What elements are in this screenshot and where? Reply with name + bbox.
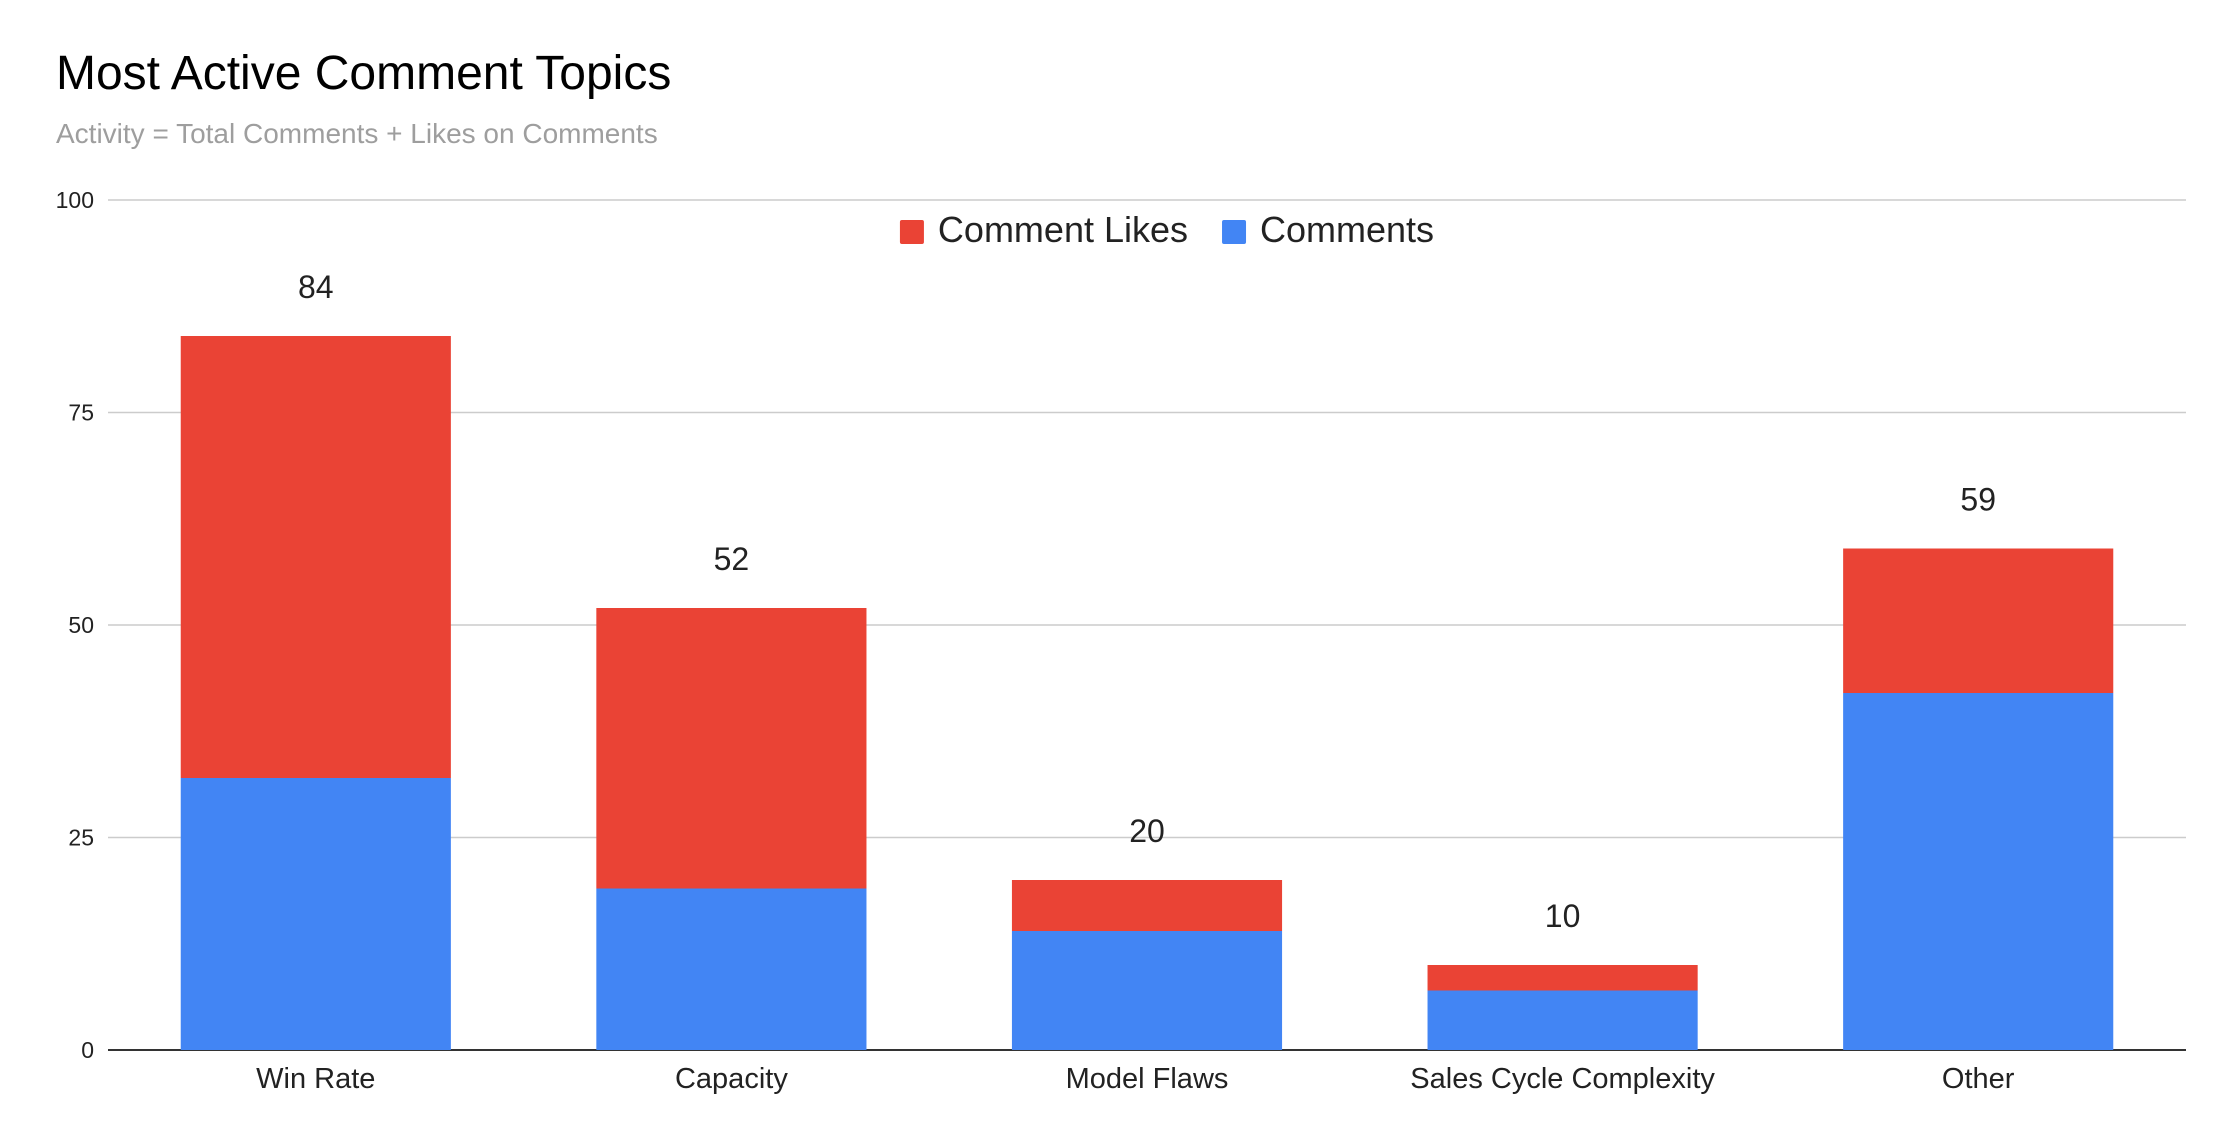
bar-comment-likes [1843,548,2114,693]
legend-swatch [899,220,924,244]
bars-layer [180,336,2114,1050]
labels-layer: 0 25 50 75 100 84 Win Rate 52 Capacity 20 Model Fl… [56,187,2015,1095]
total-data-label: 59 [1960,482,1996,518]
bar-comments [1011,931,1283,1050]
y-tick-label: 100 [56,187,94,213]
bar-comment-likes [1011,880,1283,931]
x-tick-label: Other [1942,1063,2015,1095]
legend-swatch [1222,220,1247,244]
legend-label: Comments [1260,209,1434,250]
x-tick-label: Capacity [675,1063,788,1095]
chart-title: Most Active Comment Topics [56,47,672,100]
y-tick-label: 50 [68,612,94,638]
bar-comment-likes [596,608,867,889]
bar-comments [1427,990,1698,1050]
bar-comment-likes [1427,965,1698,991]
bar-comment-likes [180,336,451,778]
total-data-label: 20 [1129,813,1165,849]
y-tick-label: 0 [81,1037,94,1063]
y-tick-label: 25 [68,825,94,851]
grid-layer [108,199,2186,1051]
total-data-label: 10 [1545,898,1581,934]
chart-subtitle: Activity = Total Comments + Likes on Com… [56,118,658,149]
total-data-label: 84 [298,269,334,305]
bar-comments [1843,693,2114,1050]
x-tick-label: Model Flaws [1066,1063,1229,1095]
y-tick-label: 75 [68,400,94,426]
x-tick-label: Sales Cycle Complexity [1410,1063,1715,1095]
legend-label: Comment Likes [938,209,1188,250]
x-tick-label: Win Rate [256,1063,375,1095]
legend: Comment Likes Comments [899,209,1434,250]
bar-comments [596,888,867,1050]
bar-comments [180,778,451,1050]
total-data-label: 52 [714,541,750,577]
